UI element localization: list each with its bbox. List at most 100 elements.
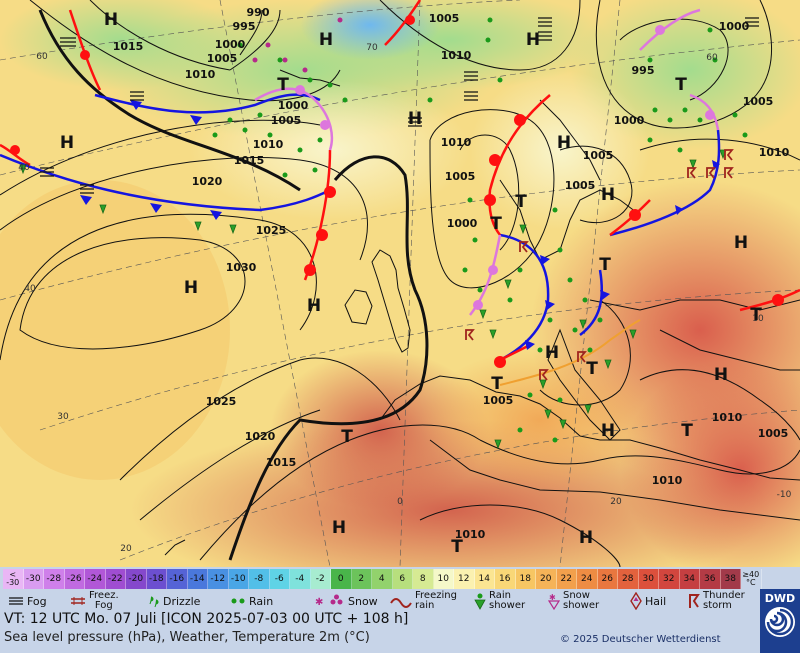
valid-time: VT: 12 UTC Mo. 07 Juli [ICON 2025-07-03 … xyxy=(4,611,409,627)
legend-snow-shower-label-1: Snow xyxy=(563,590,590,601)
legend-drizzle: Drizzle xyxy=(146,590,200,612)
isobar-label: 1010 xyxy=(652,474,683,487)
scale-step: 34 xyxy=(679,569,700,589)
legend-thunderstorm-label-1: Thunder xyxy=(703,590,745,601)
legend-snow: ✱ Snow xyxy=(313,590,378,612)
isobar-label: 1010 xyxy=(253,138,284,151)
legend-rain-shower-label-1: Rain xyxy=(489,590,511,601)
latitude-label: 30 xyxy=(57,412,69,422)
svg-text:✱: ✱ xyxy=(549,593,556,602)
scale-step: 20 xyxy=(536,569,557,589)
isobar-label: 1005 xyxy=(207,52,238,65)
legend-hail-label: Hail xyxy=(645,594,667,608)
warm-front xyxy=(488,94,551,236)
isobar-label: 1010 xyxy=(759,146,790,159)
isobar-label: 1000 xyxy=(614,114,645,127)
legend-freezing-fog-label-1: Freez. xyxy=(89,590,119,601)
weather-map: 9909951000100510101015102010251030100010… xyxy=(0,0,800,567)
low-pressure-center: T xyxy=(675,75,687,95)
coastlines xyxy=(164,69,800,556)
high-pressure-center: H xyxy=(579,528,593,548)
low-pressure-center: T xyxy=(491,374,503,394)
legend-rain-shower: Rain shower xyxy=(474,590,525,612)
high-pressure-center: H xyxy=(408,109,422,129)
scale-step: -12 xyxy=(208,569,229,589)
high-pressure-center: H xyxy=(601,421,615,441)
dwd-logo: DWD xyxy=(760,589,800,653)
latitude-label: -10 xyxy=(777,490,792,500)
scale-max-cell: ≥40 °C xyxy=(741,569,762,589)
scale-step: -24 xyxy=(85,569,106,589)
legend-fog: Fog xyxy=(8,590,47,612)
temperature-field xyxy=(0,0,800,567)
freezing-fog-icon xyxy=(71,597,85,605)
scale-step: 30 xyxy=(638,569,659,589)
cold-front xyxy=(609,129,721,237)
map-description: Sea level pressure (hPa), Weather, Tempe… xyxy=(4,630,370,645)
isobar-label: 1025 xyxy=(256,224,287,237)
legend-freezing-rain-label-2: rain xyxy=(415,600,435,611)
isobar-label: 995 xyxy=(632,64,655,77)
isobar-label: 1000 xyxy=(215,38,246,51)
scale-unit: °C xyxy=(745,578,756,587)
latitude-label: 70 xyxy=(366,43,378,53)
scale-step: -10 xyxy=(228,569,249,589)
isobar-label: 995 xyxy=(233,20,256,33)
latitude-label: 20 xyxy=(120,544,132,554)
legend-freezing-fog-label-2: Fog xyxy=(94,600,113,611)
isobar-label: 1015 xyxy=(113,40,144,53)
scale-step: -6 xyxy=(269,569,290,589)
isobar-label: 1000 xyxy=(278,99,309,112)
low-pressure-center: T xyxy=(586,359,598,379)
high-pressure-center: H xyxy=(714,365,728,385)
latitude-label: 10 xyxy=(752,314,764,324)
legend-snow-shower-label-2: shower xyxy=(563,600,600,611)
high-pressure-center: H xyxy=(307,296,321,316)
front-symbols xyxy=(10,15,784,368)
scale-step: 38 xyxy=(720,569,741,589)
isobar-label: 1030 xyxy=(226,261,257,274)
snow-shower-icon: ✱ xyxy=(548,593,560,610)
isobar-label: 1005 xyxy=(271,114,302,127)
low-pressure-center: T xyxy=(599,255,611,275)
scale-step: 4 xyxy=(372,569,393,589)
isobar-label: 1000 xyxy=(447,217,478,230)
scale-step: -22 xyxy=(105,569,126,589)
scale-step: 18 xyxy=(515,569,536,589)
fog-icon xyxy=(9,597,23,605)
scale-step: 28 xyxy=(618,569,639,589)
legend-hail: Hail xyxy=(630,590,666,612)
thunderstorm-icon xyxy=(689,594,700,608)
isobar-label: 1015 xyxy=(234,154,265,167)
high-pressure-center: H xyxy=(332,518,346,538)
isobar-label: 1005 xyxy=(483,394,514,407)
scale-max-value: ≥40 xyxy=(742,570,760,579)
low-pressure-center: T xyxy=(277,75,289,95)
latitude-labels: 60 40 40 30 20 70 60 10 0 20 -10 xyxy=(18,43,791,554)
isobar-label: 1010 xyxy=(712,411,743,424)
latitude-label: 20 xyxy=(610,497,622,507)
scale-step: 16 xyxy=(495,569,516,589)
isobar-label: 1005 xyxy=(445,170,476,183)
low-pressure-center: T xyxy=(750,305,762,325)
high-pressure-center: H xyxy=(526,30,540,50)
scale-step: 12 xyxy=(454,569,475,589)
rain-shower-icon xyxy=(474,593,486,610)
scale-step: -18 xyxy=(146,569,167,589)
dwd-swirl-icon xyxy=(765,607,795,637)
scale-step: -2 xyxy=(310,569,331,589)
scale-step: -16 xyxy=(167,569,188,589)
latitude-label: 0 xyxy=(397,497,403,507)
copyright: © 2025 Deutscher Wetterdienst xyxy=(560,634,721,645)
scale-step: 36 xyxy=(700,569,721,589)
isobar-labels: 9909951000100510101015102010251030100010… xyxy=(113,6,790,541)
legend-drizzle-label: Drizzle xyxy=(163,594,201,608)
scale-step: 10 xyxy=(433,569,454,589)
scale-step: -20 xyxy=(126,569,147,589)
scale-step: 14 xyxy=(474,569,495,589)
low-pressure-center: T xyxy=(515,192,527,212)
isobar-label: 1005 xyxy=(743,95,774,108)
legend-freezing-fog: Freez. Fog xyxy=(70,590,119,612)
isobars xyxy=(0,0,800,567)
warm-front xyxy=(384,0,422,46)
